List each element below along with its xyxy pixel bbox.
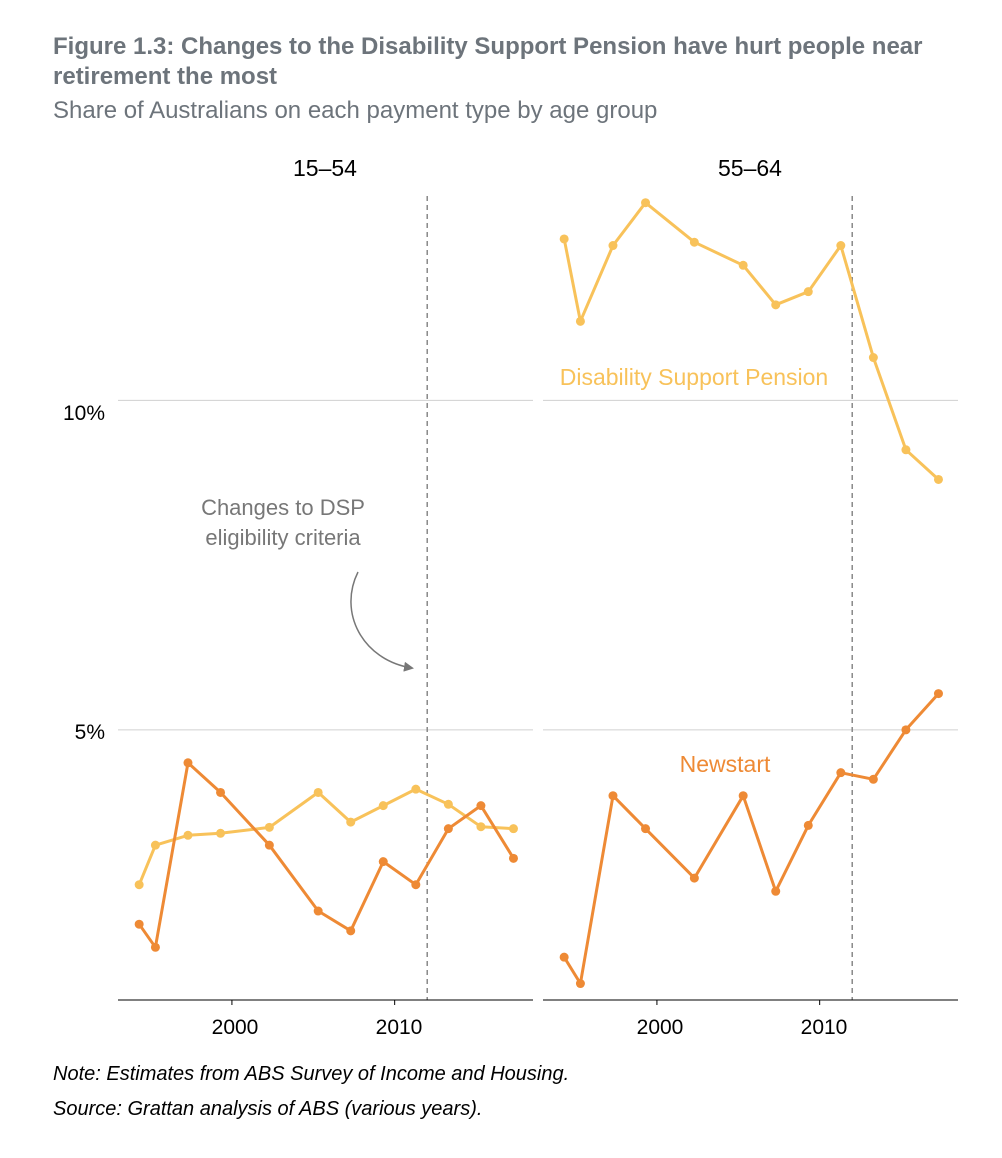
series-label-dsp: Disability Support Pension: [560, 364, 828, 390]
axes: [118, 999, 958, 1005]
chart-title: Figure 1.3: Changes to the Disability Su…: [53, 33, 923, 90]
data-point-dsp: [264, 822, 274, 832]
data-point-dsp: [443, 799, 453, 809]
data-point-newstart: [411, 880, 421, 890]
data-point-dsp: [134, 880, 144, 890]
x-tick-label-2010-right: 2010: [801, 1016, 848, 1039]
data-point-newstart: [689, 873, 699, 883]
gridlines: [118, 399, 958, 731]
chart-note: Note: Estimates from ABS Survey of Incom…: [53, 1063, 570, 1085]
data-point-newstart: [134, 919, 144, 929]
data-point-dsp: [803, 287, 813, 297]
data-point-dsp: [738, 260, 748, 270]
data-point-dsp: [836, 241, 846, 251]
facet-title-15-54: 15–54: [293, 155, 357, 181]
annotation-line-1: Changes to DSP: [201, 495, 365, 520]
series-line-dsp: [562, 201, 940, 481]
data-point-newstart: [313, 906, 323, 916]
data-point-newstart: [216, 787, 226, 797]
policy-change-lines: [426, 196, 853, 1000]
x-tick-label-2000-left: 2000: [212, 1016, 259, 1039]
annotation-line-2: eligibility criteria: [205, 525, 361, 550]
series-line-newstart: [137, 761, 515, 949]
data-point-dsp: [641, 198, 651, 208]
data-point-newstart: [476, 801, 486, 811]
data-point-newstart: [508, 853, 518, 863]
data-point-dsp: [608, 241, 618, 251]
labels: 15–54 55–64 10% 5% 2000 2010 2000 2010 C…: [63, 155, 847, 1039]
series-line-newstart: [562, 692, 940, 985]
x-tick-label-2010-left: 2010: [376, 1016, 423, 1039]
data-point-dsp: [346, 817, 356, 827]
data-point-newstart: [803, 820, 813, 830]
data-point-dsp: [183, 830, 193, 840]
data-point-newstart: [559, 952, 569, 962]
data-point-dsp: [411, 784, 421, 794]
chart-source: Source: Grattan analysis of ABS (various…: [53, 1098, 483, 1120]
y-tick-label-5: 5%: [75, 721, 105, 744]
data-point-dsp: [508, 824, 518, 834]
data-point-newstart: [183, 758, 193, 768]
data-point-newstart: [575, 979, 585, 989]
data-point-dsp: [378, 801, 388, 811]
data-point-newstart: [836, 768, 846, 778]
data-point-newstart: [738, 791, 748, 801]
data-point-dsp: [771, 300, 781, 310]
data-point-dsp: [313, 787, 323, 797]
data-point-newstart: [933, 689, 943, 699]
series: [134, 198, 943, 989]
series-label-newstart: Newstart: [680, 751, 771, 777]
data-point-dsp: [868, 353, 878, 363]
data-point-newstart: [443, 824, 453, 834]
data-point-dsp: [575, 316, 585, 326]
y-tick-label-10: 10%: [63, 402, 105, 425]
annotation-arrow: [350, 571, 414, 672]
data-point-newstart: [346, 926, 356, 936]
data-point-dsp: [933, 474, 943, 484]
x-tick-label-2000-right: 2000: [637, 1016, 684, 1039]
series-line-dsp: [137, 787, 514, 886]
data-point-newstart: [150, 942, 160, 952]
facet-title-55-64: 55–64: [718, 155, 782, 181]
data-point-newstart: [378, 857, 388, 867]
chart-subtitle: Share of Australians on each payment typ…: [53, 97, 658, 124]
data-point-newstart: [771, 886, 781, 896]
data-point-dsp: [901, 445, 911, 455]
data-point-dsp: [150, 840, 160, 850]
data-point-newstart: [868, 774, 878, 784]
data-point-newstart: [264, 840, 274, 850]
data-point-newstart: [901, 725, 911, 735]
data-point-newstart: [608, 791, 618, 801]
data-point-dsp: [689, 237, 699, 247]
data-point-newstart: [641, 824, 651, 834]
data-point-dsp: [559, 234, 569, 244]
data-point-dsp: [476, 822, 486, 832]
data-point-dsp: [216, 828, 226, 838]
